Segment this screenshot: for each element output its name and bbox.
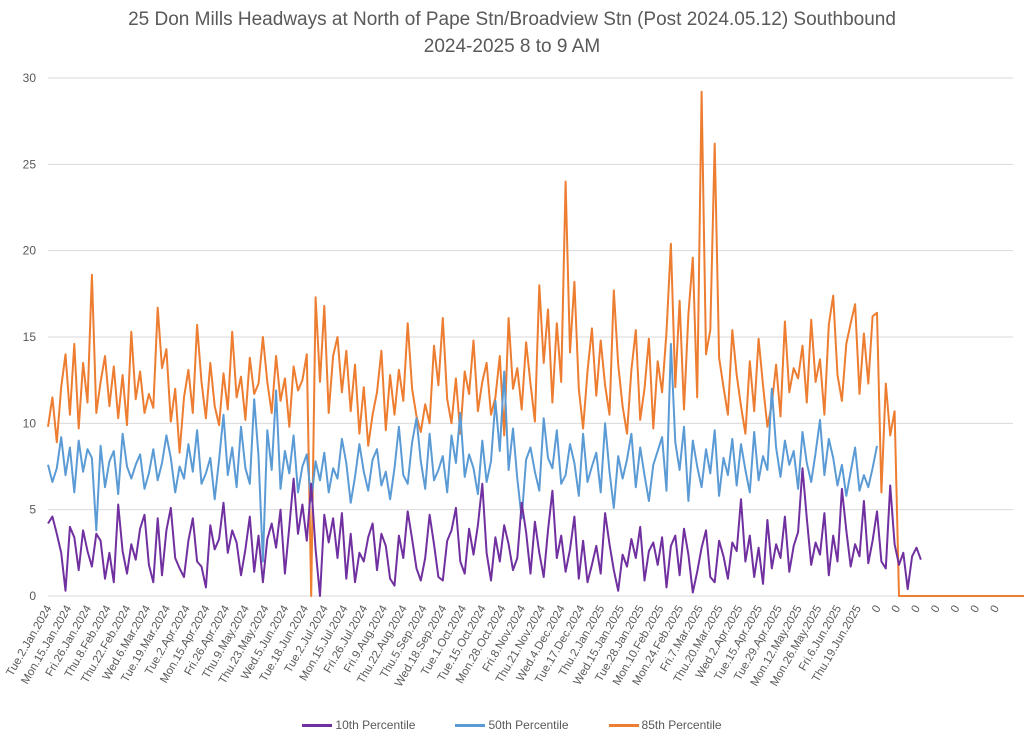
y-tick-label: 10 <box>23 416 37 430</box>
x-tick-label: 0 <box>910 604 924 616</box>
y-tick-label: 5 <box>29 503 36 517</box>
x-tick-label: 0 <box>890 604 904 616</box>
legend-label-85th: 85th Percentile <box>641 718 722 732</box>
legend-swatch-85th <box>608 723 639 727</box>
y-tick-label: 25 <box>23 157 37 171</box>
legend-label-10th: 10th Percentile <box>335 718 416 732</box>
x-axis-tick-labels: Tue.2.Jan.2024Mon.15.Jan.2024Fri.26.Jan.… <box>4 603 1002 689</box>
chart-title: 25 Don Mills Headways at North of Pape S… <box>128 9 896 30</box>
chart-subtitle: 2024-2025 8 to 9 AM <box>423 36 601 57</box>
series-line-50th-percentile <box>47 342 878 563</box>
y-tick-label: 20 <box>23 244 37 258</box>
x-tick-label: 0 <box>969 604 983 616</box>
chart-title-block: 25 Don Mills Headways at North of Pape S… <box>0 6 1024 60</box>
legend-item-85th: 85th Percentile <box>608 718 722 732</box>
series-line-10th-percentile <box>47 467 922 597</box>
x-tick-label: 0 <box>988 604 1002 616</box>
legend-swatch-10th <box>302 723 333 727</box>
series-lines <box>47 90 1024 597</box>
series-line-85th-percentile <box>47 90 1024 597</box>
x-tick-label: 0 <box>929 604 943 616</box>
y-tick-label: 0 <box>29 589 36 603</box>
legend-item-10th: 10th Percentile <box>302 718 415 732</box>
y-axis-tick-labels: 0 5 10 15 20 25 30 <box>23 71 37 603</box>
legend-swatch-50th <box>455 723 486 727</box>
x-tick-label: 0 <box>870 604 884 616</box>
legend: 10th Percentile 50th Percentile 85th Per… <box>0 718 1024 732</box>
y-tick-label: 30 <box>23 71 37 85</box>
legend-item-50th: 50th Percentile <box>455 718 569 732</box>
gridlines <box>48 77 1013 597</box>
y-tick-label: 15 <box>23 330 37 344</box>
x-tick-label: 0 <box>949 604 963 616</box>
legend-label-50th: 50th Percentile <box>488 718 569 732</box>
